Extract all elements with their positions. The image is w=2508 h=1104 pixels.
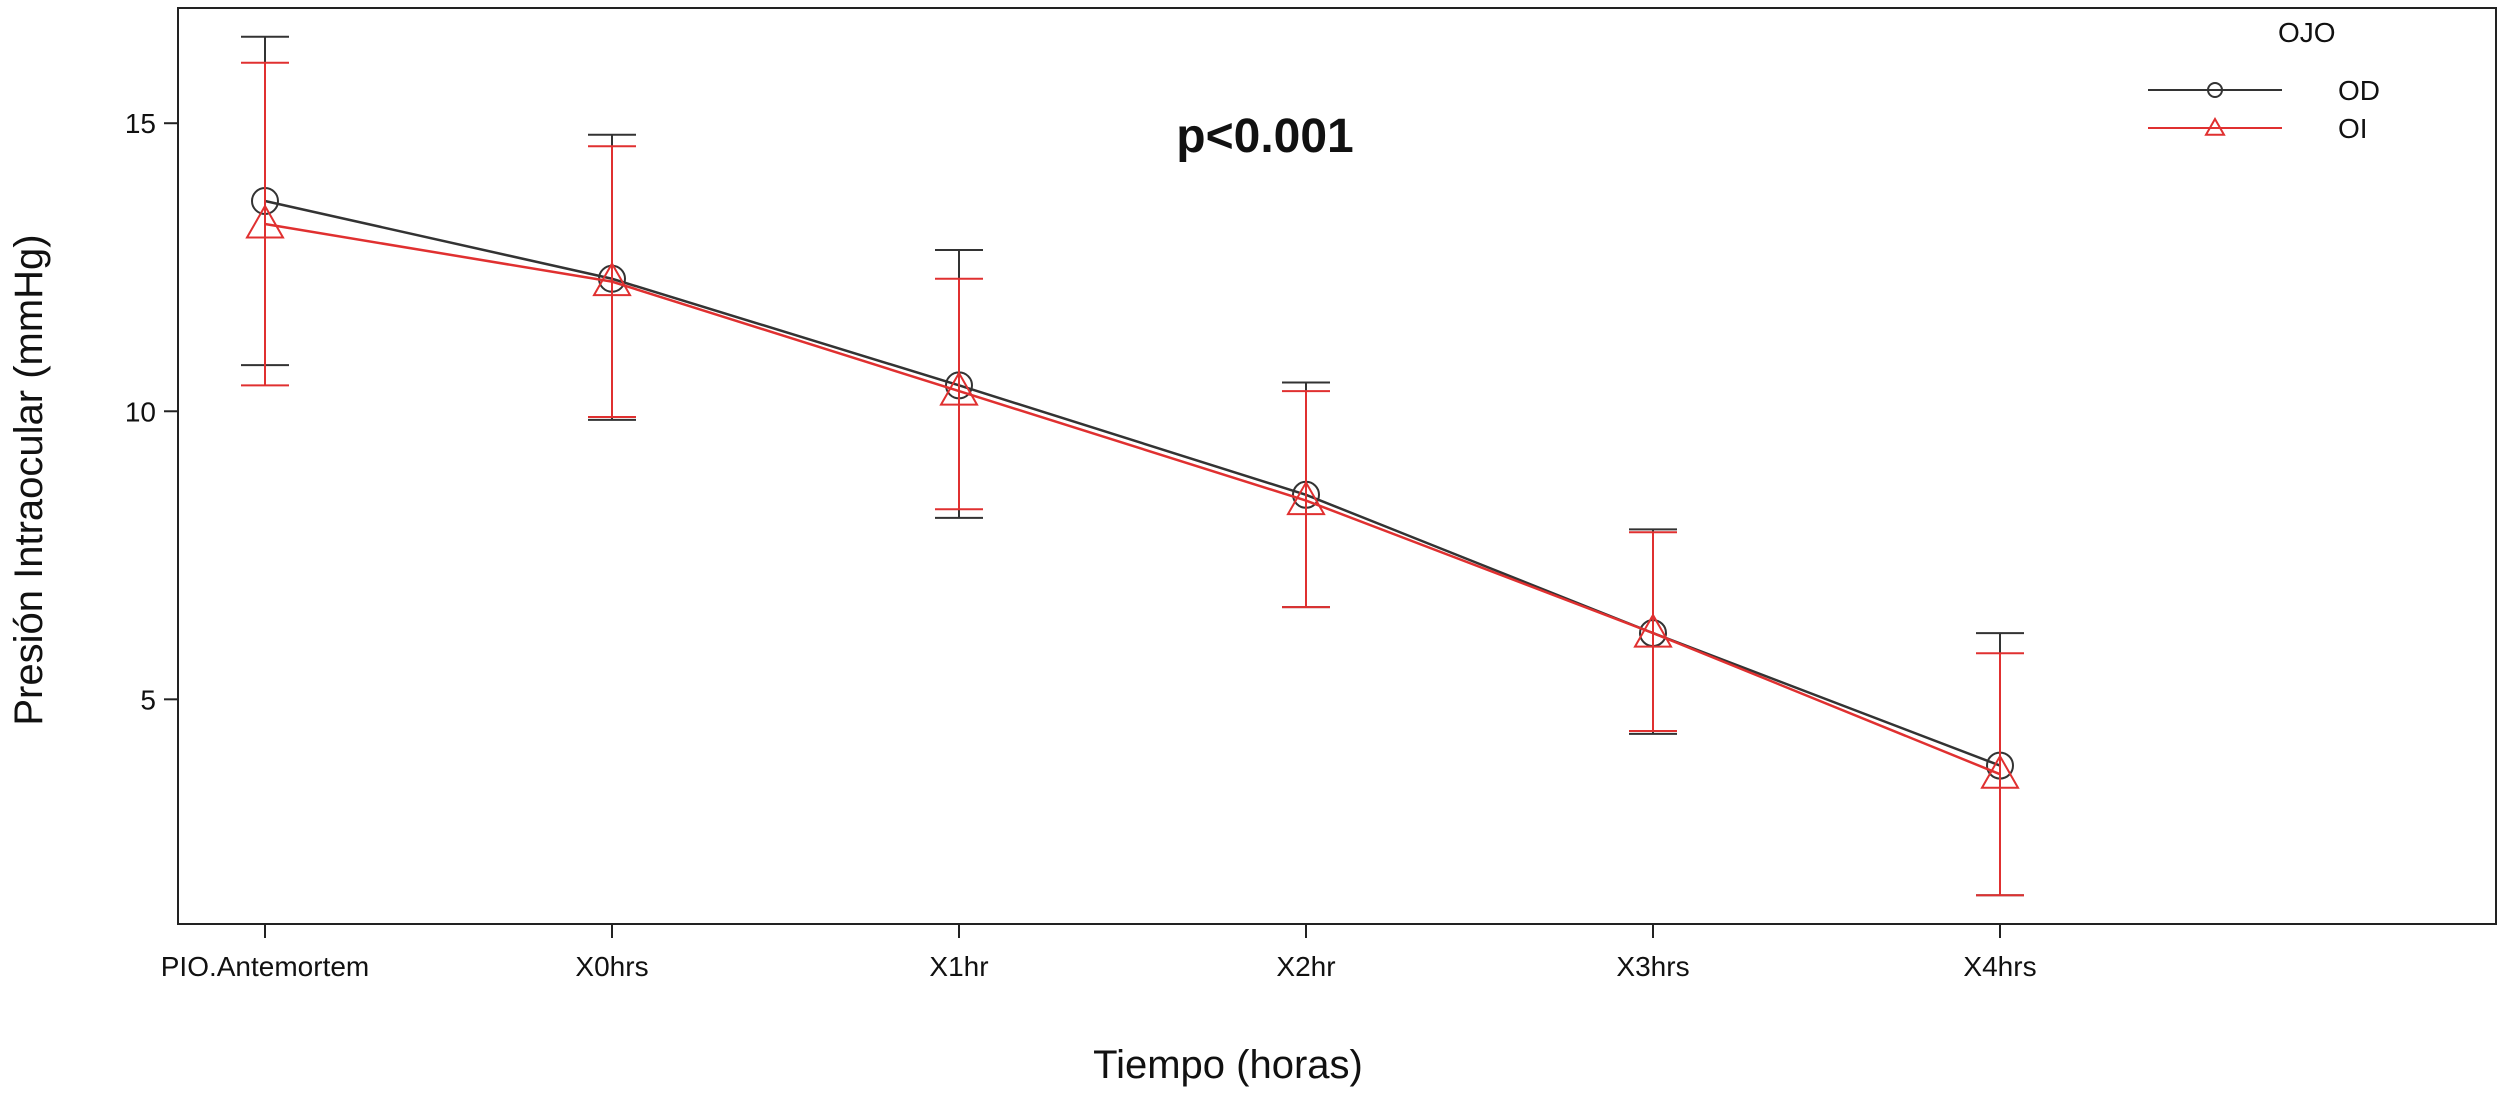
series-line [264,222,2001,776]
x-tick-label: X2hr [1276,951,1335,982]
series-oi [241,61,2024,897]
x-axis-title: Tiempo (horas) [1093,1043,1363,1087]
legend-marker-triangle [2204,116,2226,136]
legend-label: OI [2338,113,2368,144]
x-axis: PIO.Antemortem X0hrs X1hr X2hr X3hrs X4hrs [161,924,2037,982]
y-axis-title: Presión Intraocular (mmHg) [7,234,51,725]
x-tick-label: X1hr [929,951,988,982]
y-tick-label: 10 [125,396,156,427]
legend-title: OJO [2278,17,2336,48]
data-point-triangle [1633,613,1673,648]
legend-item-od: OD [2148,75,2380,106]
legend-label: OD [2338,75,2380,106]
plot-frame [177,7,2497,925]
legend-marker-circle [2207,82,2223,98]
y-tick-label: 5 [140,684,156,715]
series-od [241,35,2024,897]
x-tick-label: X4hrs [1963,951,2036,982]
annotation-p-value: p<0.001 [1176,110,1353,163]
data-point-triangle [592,261,632,297]
y-tick-label: 15 [125,108,156,139]
data-point-triangle [939,371,979,406]
x-tick-label: X0hrs [575,951,648,982]
legend: OJO OD OI [2148,17,2380,144]
data-point-triangle [245,204,285,239]
x-tick-label: X3hrs [1616,951,1689,982]
legend-item-oi: OI [2148,113,2368,144]
data-point-triangle [1286,480,1326,516]
series-line [264,199,2001,767]
series-layer [241,35,2024,897]
y-axis: 5 10 15 [125,108,178,715]
x-tick-label: PIO.Antemortem [161,951,370,982]
data-point-triangle [1980,754,2020,789]
